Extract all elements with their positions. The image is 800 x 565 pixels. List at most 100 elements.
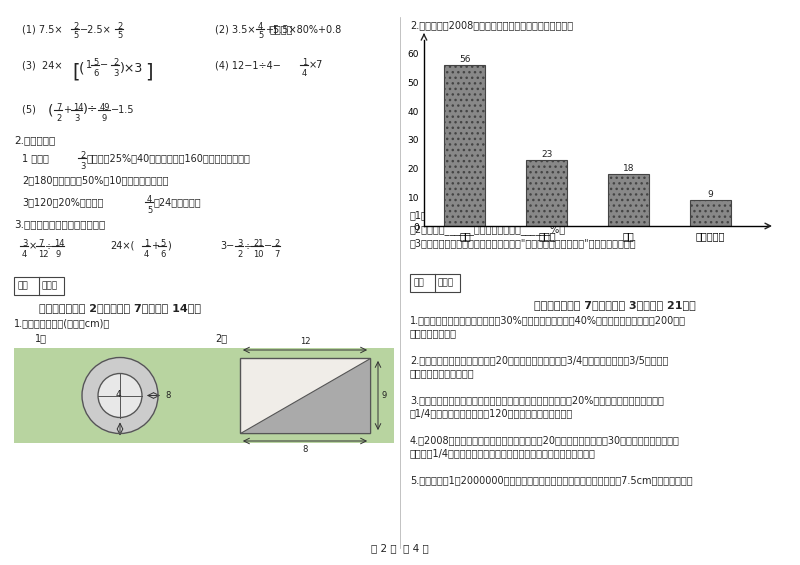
Text: （3）投票结果一出来，报纸、电视都说："北京得票是数遥遥领先"，为什么这样说？: （3）投票结果一出来，报纸、电视都说："北京得票是数遥遥领先"，为什么这样说？ xyxy=(410,238,637,248)
Text: ×7: ×7 xyxy=(309,60,323,70)
Text: 5: 5 xyxy=(93,58,98,67)
Text: (2) 3.5×: (2) 3.5× xyxy=(215,25,255,35)
Text: )×3: )×3 xyxy=(120,62,143,75)
Text: 5: 5 xyxy=(160,239,166,248)
Text: −1.5: −1.5 xyxy=(111,105,134,115)
Text: 2.下面是申报2008年奥运会主办城市的得票情况统计图。: 2.下面是申报2008年奥运会主办城市的得票情况统计图。 xyxy=(410,20,573,30)
Text: 2: 2 xyxy=(80,151,86,160)
Bar xyxy=(526,160,567,226)
Text: 五、综合题（共 2小题，每题 7分，共计 14分）: 五、综合题（共 2小题，每题 7分，共计 14分） xyxy=(39,303,201,313)
Text: 5.在比例尺是1：2000000的地图上，量得甲、乙两地之间的图上距离是7.5cm，在另一幅比例: 5.在比例尺是1：2000000的地图上，量得甲、乙两地之间的图上距离是7.5c… xyxy=(410,475,693,485)
Text: 6: 6 xyxy=(160,250,166,259)
Text: +: + xyxy=(63,105,71,115)
Text: 14: 14 xyxy=(73,103,83,112)
Text: 2: 2 xyxy=(274,239,279,248)
Text: 单位：票: 单位：票 xyxy=(269,25,293,34)
Text: 4: 4 xyxy=(147,195,152,204)
Text: −: − xyxy=(100,60,108,70)
Text: 评卷人: 评卷人 xyxy=(42,281,58,290)
Text: 24×(: 24×( xyxy=(110,241,134,251)
Bar xyxy=(410,274,460,292)
Text: 7: 7 xyxy=(56,103,62,112)
Text: 4: 4 xyxy=(22,250,27,259)
Text: 4: 4 xyxy=(144,250,150,259)
Text: 56: 56 xyxy=(459,55,470,64)
Text: 2: 2 xyxy=(73,22,78,31)
Bar xyxy=(608,175,650,226)
Text: 2: 2 xyxy=(117,22,122,31)
Text: (1) 7.5×: (1) 7.5× xyxy=(22,25,62,35)
Text: 9: 9 xyxy=(708,190,714,199)
Text: 2、180比一个数的50%多10，这个数是多少？: 2、180比一个数的50%多10，这个数是多少？ xyxy=(22,175,169,185)
Text: +: + xyxy=(151,241,159,251)
Text: 2.列式计算。: 2.列式计算。 xyxy=(14,135,55,145)
Text: 比乙数的25%多40，已知乙数是160，求甲数是多少？: 比乙数的25%多40，已知乙数是160，求甲数是多少？ xyxy=(87,153,251,163)
Bar xyxy=(240,358,370,433)
Text: 3−: 3− xyxy=(220,241,234,251)
Text: 2: 2 xyxy=(237,250,242,259)
Text: 3: 3 xyxy=(74,114,79,123)
Text: 3.下面各题怎样简便就怎样算。: 3.下面各题怎样简便就怎样算。 xyxy=(14,219,106,229)
Text: ): ) xyxy=(167,241,170,251)
Text: (: ( xyxy=(48,103,54,117)
Text: 3: 3 xyxy=(22,239,27,248)
Text: 49: 49 xyxy=(100,103,110,112)
Text: 1: 1 xyxy=(144,239,150,248)
Text: 10: 10 xyxy=(253,250,263,259)
Text: 7: 7 xyxy=(38,239,43,248)
Text: −2.5×: −2.5× xyxy=(80,25,112,35)
Text: 5: 5 xyxy=(258,31,263,40)
Text: 9: 9 xyxy=(101,114,106,123)
Text: 12: 12 xyxy=(38,250,49,259)
Bar xyxy=(690,200,731,226)
Text: )÷: )÷ xyxy=(83,103,98,116)
Text: 2: 2 xyxy=(113,58,118,67)
Text: 1: 1 xyxy=(302,58,307,67)
Text: 9: 9 xyxy=(55,250,60,259)
Bar xyxy=(14,348,394,443)
Text: +5.5×80%+0.8: +5.5×80%+0.8 xyxy=(265,25,342,35)
Text: 12: 12 xyxy=(300,337,310,346)
Text: 六、应用题（共 7小题，每题 3分，共计 21分）: 六、应用题（共 7小题，每题 3分，共计 21分） xyxy=(534,300,696,310)
Text: 7: 7 xyxy=(274,250,279,259)
Text: （2）北京得______票，占得票总数的______%。: （2）北京得______票，占得票总数的______%。 xyxy=(410,224,566,235)
Text: 3.朝阳小学组织为火区捐款活动，四年级的捐款数额占全校的20%，五年级的捐款数额占全校
的1/4，五年级比四年级多捐120元，全校共捐款多少元？: 3.朝阳小学组织为火区捐款活动，四年级的捐款数额占全校的20%，五年级的捐款数额… xyxy=(410,395,664,418)
Text: 8: 8 xyxy=(302,445,308,454)
Bar xyxy=(445,66,486,226)
Text: 3、120的20%比某数的: 3、120的20%比某数的 xyxy=(22,197,103,207)
Text: 4: 4 xyxy=(302,69,307,78)
Text: 得分: 得分 xyxy=(18,281,29,290)
Bar xyxy=(14,277,64,295)
Text: 得分: 得分 xyxy=(414,278,425,287)
Text: 6: 6 xyxy=(93,69,98,78)
Text: 第 2 页  共 4 页: 第 2 页 共 4 页 xyxy=(371,543,429,553)
Text: 3: 3 xyxy=(113,69,118,78)
Circle shape xyxy=(98,373,142,418)
Text: 1: 1 xyxy=(86,60,92,70)
Text: [: [ xyxy=(72,62,79,81)
Text: ×: × xyxy=(29,241,37,251)
Text: 5: 5 xyxy=(73,31,78,40)
Text: 1、: 1、 xyxy=(35,333,47,343)
Text: 2.商店运来一些水果，运来苹果20筐，梨的筐数是苹果的3/4，同时又是橘子的3/5，运来橘
子多少筐？（用方程解）: 2.商店运来一些水果，运来苹果20筐，梨的筐数是苹果的3/4，同时又是橘子的3/… xyxy=(410,355,668,378)
Text: ÷: ÷ xyxy=(45,241,53,251)
Text: 5: 5 xyxy=(117,31,122,40)
Text: ]: ] xyxy=(145,62,153,81)
Text: 18: 18 xyxy=(623,164,634,173)
Text: (3)  24×: (3) 24× xyxy=(22,60,62,70)
Text: 9: 9 xyxy=(382,391,387,400)
Text: 5: 5 xyxy=(147,206,152,215)
Text: 8: 8 xyxy=(165,391,170,400)
Text: 2、: 2、 xyxy=(215,333,227,343)
Text: 21: 21 xyxy=(253,239,263,248)
Text: 4: 4 xyxy=(258,22,263,31)
Text: 2: 2 xyxy=(56,114,62,123)
Text: ÷: ÷ xyxy=(244,241,252,251)
Text: (: ( xyxy=(79,62,85,76)
Polygon shape xyxy=(240,358,370,433)
Text: 14: 14 xyxy=(54,239,65,248)
Text: 23: 23 xyxy=(541,150,553,159)
Text: 1.求阴影部分面积(单位：cm)。: 1.求阴影部分面积(单位：cm)。 xyxy=(14,318,110,328)
Text: 少24，求某数？: 少24，求某数？ xyxy=(154,197,202,207)
Text: （1）四个申办城市的得票总数是______票。: （1）四个申办城市的得票总数是______票。 xyxy=(410,210,539,221)
